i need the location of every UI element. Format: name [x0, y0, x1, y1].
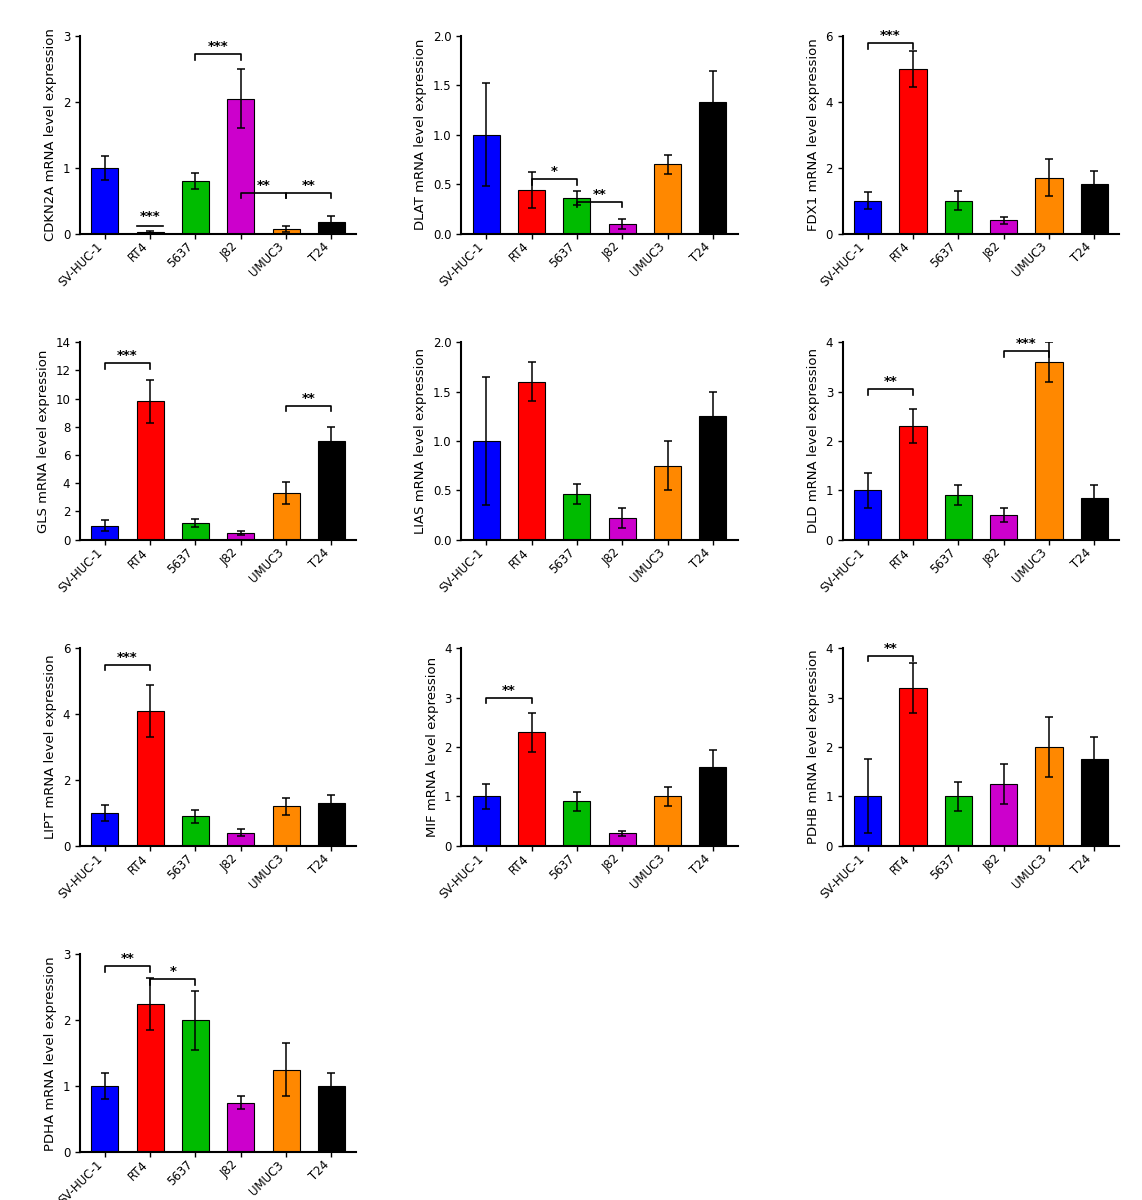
Y-axis label: MIF mRNA level expression: MIF mRNA level expression [426, 658, 439, 838]
Bar [990, 784, 1018, 846]
Bar [699, 416, 726, 540]
Text: **: ** [257, 179, 271, 192]
Bar [944, 797, 972, 846]
Bar [563, 802, 590, 846]
Text: *: * [550, 166, 557, 178]
Bar [137, 710, 163, 846]
Y-axis label: FDX1 mRNA level expression: FDX1 mRNA level expression [807, 38, 820, 232]
Bar [699, 102, 726, 234]
Bar [854, 200, 882, 234]
Bar [473, 440, 500, 540]
Text: *: * [169, 965, 176, 978]
Bar [273, 493, 299, 540]
Bar [990, 515, 1018, 540]
Y-axis label: GLS mRNA level expression: GLS mRNA level expression [37, 349, 49, 533]
Bar [317, 803, 345, 846]
Text: **: ** [593, 188, 606, 200]
Text: ***: *** [1016, 337, 1037, 350]
Bar [518, 732, 545, 846]
Bar [273, 229, 299, 234]
Text: **: ** [884, 642, 898, 655]
Bar [1080, 184, 1108, 234]
Bar [182, 523, 209, 540]
Bar [91, 526, 119, 540]
Bar [1036, 178, 1062, 234]
Text: **: ** [884, 374, 898, 388]
Bar [317, 1086, 345, 1152]
Bar [609, 834, 636, 846]
Bar [273, 806, 299, 846]
Bar [473, 134, 500, 234]
Bar [91, 812, 119, 846]
Bar [137, 402, 163, 540]
Text: **: ** [502, 684, 516, 696]
Text: **: ** [121, 953, 135, 965]
Bar [563, 198, 590, 234]
Text: ***: *** [208, 41, 228, 53]
Y-axis label: PDHB mRNA level expression: PDHB mRNA level expression [807, 649, 820, 845]
Bar [227, 98, 255, 234]
Bar [654, 466, 681, 540]
Bar [182, 816, 209, 846]
Bar [990, 221, 1018, 234]
Bar [227, 533, 255, 540]
Bar [1036, 748, 1062, 846]
Bar [91, 1086, 119, 1152]
Text: ***: *** [139, 210, 161, 223]
Bar [900, 426, 926, 540]
Bar [854, 797, 882, 846]
Bar [91, 168, 119, 234]
Bar [654, 164, 681, 234]
Bar [317, 222, 345, 234]
Bar [1036, 362, 1062, 540]
Text: **: ** [301, 179, 315, 192]
Bar [227, 1103, 255, 1152]
Y-axis label: LIPT mRNA level expression: LIPT mRNA level expression [45, 655, 57, 839]
Bar [1080, 498, 1108, 540]
Bar [609, 223, 636, 234]
Bar [563, 494, 590, 540]
Y-axis label: DLAT mRNA level expression: DLAT mRNA level expression [415, 40, 427, 230]
Bar [137, 1004, 163, 1152]
Bar [473, 797, 500, 846]
Bar [609, 518, 636, 540]
Y-axis label: CDKN2A mRNA level expression: CDKN2A mRNA level expression [45, 29, 57, 241]
Bar [900, 688, 926, 846]
Text: ***: *** [118, 349, 138, 362]
Y-axis label: PDHA mRNA level expression: PDHA mRNA level expression [45, 956, 57, 1151]
Text: **: ** [301, 391, 315, 404]
Bar [1080, 760, 1108, 846]
Bar [182, 181, 209, 234]
Bar [227, 833, 255, 846]
Bar [654, 797, 681, 846]
Bar [317, 440, 345, 540]
Bar [518, 190, 545, 234]
Bar [182, 1020, 209, 1152]
Bar [273, 1069, 299, 1152]
Bar [944, 200, 972, 234]
Bar [518, 382, 545, 540]
Y-axis label: DLD mRNA level expression: DLD mRNA level expression [807, 348, 820, 534]
Bar [900, 68, 926, 234]
Bar [944, 496, 972, 540]
Bar [699, 767, 726, 846]
Bar [854, 491, 882, 540]
Bar [137, 233, 163, 234]
Text: ***: *** [118, 650, 138, 664]
Y-axis label: LIAS mRNA level expression: LIAS mRNA level expression [415, 348, 427, 534]
Text: ***: *** [880, 29, 901, 42]
